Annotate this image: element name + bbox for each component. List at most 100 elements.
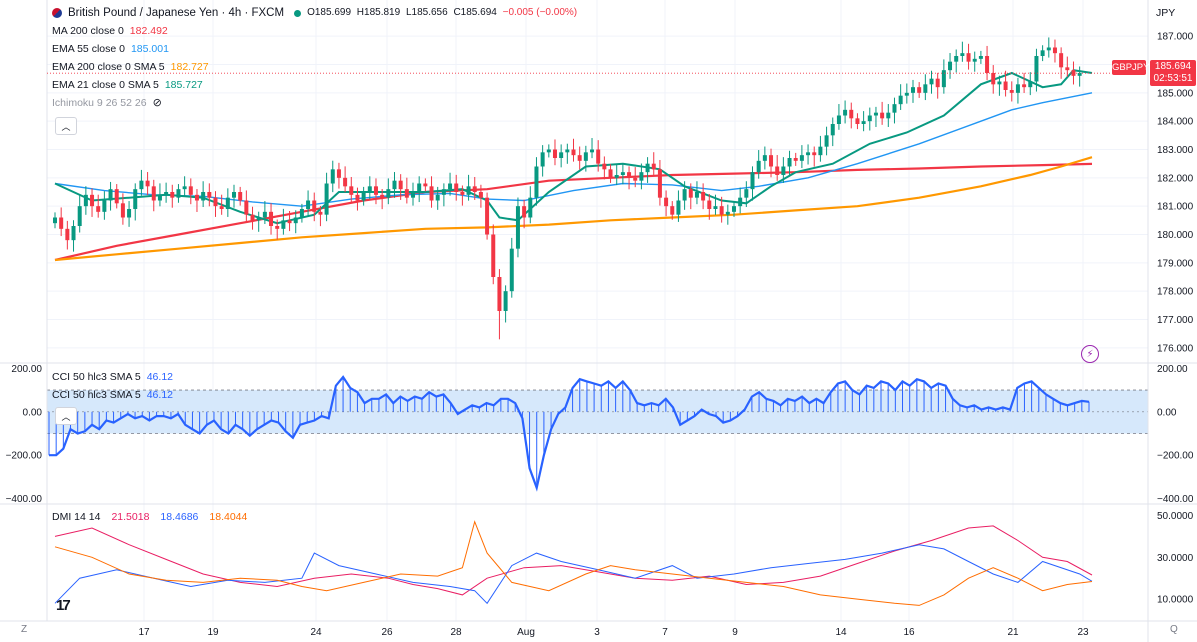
ma-line	[54, 162, 1093, 262]
dmi-line	[54, 520, 1093, 606]
candle-body	[306, 200, 311, 209]
symbol-icon	[52, 8, 62, 18]
indicator-ichimoku[interactable]: Ichimoku 9 26 52 26 ⊘	[52, 94, 580, 112]
candle-body	[824, 135, 829, 147]
ma-line	[54, 92, 1093, 207]
cci-label[interactable]: CCI 50 hlc3 SMA 5	[52, 371, 141, 383]
chevron-up-icon: ︿	[61, 121, 71, 132]
y-tick-label: 181.000	[1157, 202, 1194, 213]
indicator-label: EMA 200 close 0 SMA 5	[52, 61, 165, 73]
candle-body	[194, 194, 199, 201]
indicator-ema55[interactable]: EMA 55 close 0 185.001	[52, 40, 580, 58]
candle-body	[139, 180, 144, 190]
candle-body	[713, 206, 718, 209]
indicator-value: 182.492	[129, 25, 168, 37]
high-value: H185.819	[356, 7, 401, 18]
candle-body	[583, 152, 588, 161]
cci-tick-label: 200.00	[1157, 364, 1188, 375]
candle-body	[627, 172, 632, 178]
symbol-title[interactable]: British Pound / Japanese Yen · 4h · FXCM	[68, 7, 285, 19]
candle-body	[670, 206, 675, 215]
candle-body	[293, 217, 298, 224]
candle-body	[373, 186, 378, 195]
collapse-cci-button[interactable]: ︿	[55, 407, 77, 425]
candle-body	[466, 186, 471, 195]
candle-body	[910, 87, 915, 93]
hidden-eye-icon[interactable]: ⊘	[152, 97, 162, 109]
indicator-value: 185.001	[130, 43, 169, 55]
candle-body	[985, 56, 990, 73]
candle-body	[849, 109, 854, 119]
last-price-box: 185.694 02:53:51	[1150, 60, 1196, 86]
cci-tick-label: −400.00	[6, 494, 43, 505]
candle-body	[343, 177, 348, 187]
candle-body	[762, 155, 767, 161]
candle-body	[571, 149, 576, 156]
candle-body	[250, 214, 255, 221]
ohlc-values: O185.699 H185.819 L185.656 C185.694 −0.0…	[307, 4, 580, 22]
candle-body	[324, 183, 329, 215]
candle-body	[731, 206, 736, 212]
x-tick-label: 9	[732, 627, 738, 638]
bar-countdown: 02:53:51	[1153, 73, 1193, 84]
indicator-value: 182.727	[170, 61, 209, 73]
candle-body	[65, 228, 70, 241]
indicator-ema21[interactable]: EMA 21 close 0 SMA 5 185.727	[52, 76, 580, 94]
y-tick-label: 176.000	[1157, 343, 1194, 354]
candle-body	[417, 183, 422, 192]
candle-body	[262, 211, 267, 218]
candle-body	[552, 149, 557, 158]
candle-body	[651, 163, 656, 170]
candle-body	[534, 166, 539, 198]
candle-body	[633, 177, 638, 181]
settings-toggle[interactable]: Q	[1170, 624, 1178, 635]
candle-body	[781, 166, 786, 175]
candle-body	[806, 152, 811, 156]
candle-body	[114, 189, 119, 204]
indicator-ema200[interactable]: EMA 200 close 0 SMA 5 182.727	[52, 58, 580, 76]
candle-body	[497, 277, 502, 311]
y-tick-label: 183.000	[1157, 145, 1194, 156]
cci-tick-label: 0.00	[1157, 407, 1177, 418]
y-tick-label: 187.000	[1157, 32, 1194, 43]
candle-body	[59, 217, 64, 229]
candlestick-series	[53, 37, 1082, 340]
candle-body	[207, 192, 212, 198]
x-tick-label: Aug	[517, 627, 535, 638]
candle-body	[682, 189, 687, 201]
candle-body	[1015, 84, 1020, 93]
candle-body	[287, 220, 292, 224]
tradingview-logo[interactable]: 17	[56, 597, 71, 614]
candle-body	[127, 209, 132, 218]
candle-body	[873, 112, 878, 116]
dmi-label[interactable]: DMI 14 14	[52, 511, 101, 523]
candle-body	[503, 291, 508, 311]
candle-body	[861, 121, 866, 124]
candle-body	[336, 169, 341, 178]
candle-body	[559, 152, 564, 158]
y-tick-label: 185.000	[1157, 88, 1194, 99]
candle-body	[941, 70, 946, 88]
y-tick-label: 182.000	[1157, 173, 1194, 184]
x-tick-label: 24	[310, 627, 322, 638]
x-tick-label: 19	[207, 627, 219, 638]
cci-tick-label: −400.00	[1157, 494, 1194, 505]
candle-body	[1065, 67, 1070, 71]
candle-body	[367, 186, 372, 192]
indicator-ma200[interactable]: MA 200 close 0 182.492	[52, 22, 580, 40]
indicator-label: EMA 55 close 0	[52, 43, 125, 55]
cci-label-secondary[interactable]: CCI 50 hlc3 SMA 5	[52, 389, 141, 401]
candle-body	[108, 189, 113, 201]
collapse-legend-button[interactable]: ︿	[55, 117, 77, 135]
candle-body	[460, 192, 465, 195]
candle-body	[892, 104, 897, 113]
candle-body	[960, 53, 965, 56]
candle-body	[380, 194, 385, 198]
candle-body	[812, 152, 817, 156]
lightning-icon[interactable]: ⚡	[1081, 345, 1099, 363]
timezone-toggle[interactable]: Z	[21, 624, 28, 635]
x-tick-label: 26	[381, 627, 393, 638]
currency-label[interactable]: JPY	[1156, 7, 1176, 19]
candle-body	[966, 53, 971, 62]
